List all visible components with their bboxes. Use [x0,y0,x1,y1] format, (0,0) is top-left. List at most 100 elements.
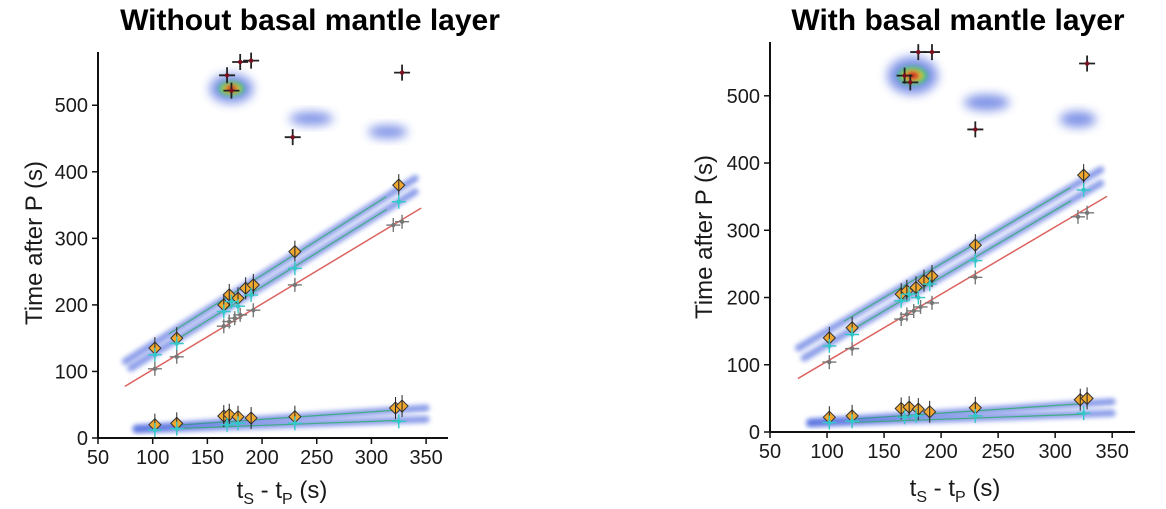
data-point-center [929,49,935,55]
data-point-center [929,300,935,306]
x-tick-label: 200 [924,441,957,463]
x-tick-label: 300 [1038,441,1071,463]
data-point-center [396,199,401,204]
density-layer [795,56,1116,428]
data-point-center [911,308,916,314]
y-tick-label: 400 [727,153,760,175]
data-point-center [174,354,179,360]
x-tick-label: 350 [409,447,442,469]
data-point-center [849,419,855,424]
data-point-center [227,319,232,324]
data-point-center [152,366,158,371]
data-point-center [237,312,243,318]
x-tick-label: 250 [981,441,1014,463]
density-band-core [848,200,1072,333]
y-ticks: 0 100 200 300 400 500 [727,86,770,444]
data-point-center [290,134,295,140]
y-tick-label: 500 [727,86,760,108]
x-tick-label: 350 [1096,441,1129,463]
data-point-center [973,258,978,263]
data-point-center [849,332,855,337]
data-point-center [396,419,401,424]
x-tick-label: 150 [191,447,224,469]
density-band-core [843,187,1071,322]
y-tick-label: 0 [77,428,88,450]
y-tick-label: 200 [727,288,760,310]
density-band-core [855,403,1083,420]
y-tick-label: 500 [55,95,88,117]
data-point-center [1081,187,1086,193]
density-band-core [168,196,387,335]
density-band-core [179,419,398,430]
data-point-center [221,309,226,314]
data-point-center [248,58,254,63]
density-blob [1059,111,1097,128]
y-tick-label: 300 [727,220,760,242]
data-point-center [973,127,978,132]
data-point-center [1084,210,1090,215]
data-point-center [902,73,907,78]
data-point-center [292,266,298,271]
chart-title: With basal mantle layer [791,4,1125,37]
density-band-core [855,413,1082,423]
y-tick-label: 0 [749,422,760,444]
data-point-center [827,343,832,349]
data-point-center [248,292,254,298]
data-point-center [235,304,241,309]
x-tick-label: 200 [245,447,278,469]
density-band-core [173,208,388,343]
density-layer [121,73,430,434]
data-point-center [232,316,237,321]
y-tick-label: 100 [55,361,88,383]
data-point-center [1081,410,1086,416]
marker-layer [147,52,411,438]
y-ticks: 0 100 200 300 400 500 [55,95,98,450]
chart-title: Without basal mantle layer [120,4,500,37]
data-point-center [235,421,241,426]
density-band-core [179,409,398,426]
data-point-center [927,281,932,287]
data-point-center [918,304,923,310]
data-point-center [152,352,158,358]
chart-panel-with-basal-layer: With basal mantle layer 50 100 150 200 250 30… [691,4,1135,506]
data-point-center [827,359,832,365]
data-point-center [399,70,405,75]
density-band [124,207,422,387]
x-ticks: 50 100 150 200 250 300 350 [759,432,1129,463]
data-point-center [973,413,978,419]
x-tick-label: 250 [300,447,333,469]
data-point-center [906,291,912,297]
y-axis-label: Time after P (s) [21,161,48,325]
data-point-center [898,316,904,322]
x-ticks: 50 100 150 200 250 300 350 [87,438,443,469]
data-point-center [1084,61,1090,66]
data-point-center [221,323,226,329]
x-tick-label: 300 [355,447,388,469]
y-tick-label: 300 [55,228,88,250]
x-axis-label: tS - tP (s) [237,477,328,508]
data-point-center [908,80,913,85]
data-point-center [973,275,978,280]
data-point-center [391,222,396,228]
data-point-center [916,49,921,55]
data-point-center [174,341,179,346]
y-tick-label: 100 [727,355,760,377]
data-point-center [174,426,179,431]
x-tick-label: 150 [867,441,900,463]
density-blob [289,111,334,126]
density-blob [963,94,1010,111]
data-point-center [224,422,230,427]
data-point-center [898,298,904,304]
data-point-center [251,308,256,313]
density-blob [368,125,408,139]
data-point-center [849,346,855,351]
data-point-center [229,299,234,304]
data-point-center [152,427,158,433]
x-tick-label: 50 [759,441,781,463]
data-point-center [913,413,919,419]
data-point-center [237,59,243,65]
data-point-center [229,88,234,93]
x-tick-label: 100 [136,447,169,469]
data-point-center [224,73,230,78]
